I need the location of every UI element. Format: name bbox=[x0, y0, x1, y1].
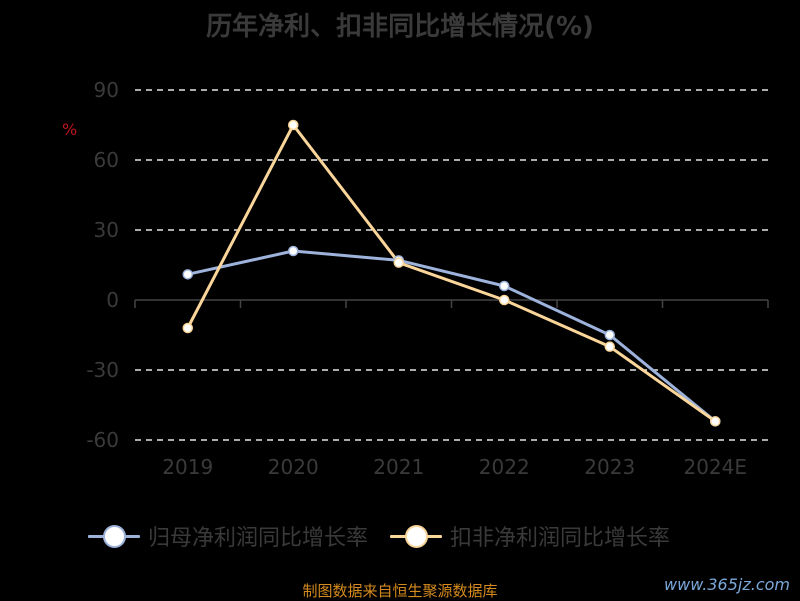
legend-label-series-1: 归母净利润同比增长率 bbox=[148, 526, 369, 551]
x-tick-label: 2024E bbox=[683, 455, 747, 479]
y-axis-label: % bbox=[62, 120, 78, 139]
data-source-note: 制图数据来自恒生聚源数据库 bbox=[302, 582, 498, 600]
data-point-series-2 bbox=[499, 294, 510, 306]
data-point-series-1 bbox=[499, 280, 510, 292]
data-point-series-1 bbox=[604, 329, 615, 341]
y-tick-label: 30 bbox=[94, 218, 119, 242]
x-tick-label: 2023 bbox=[584, 455, 635, 479]
series-line-2 bbox=[186, 123, 717, 423]
y-tick-label: -30 bbox=[86, 358, 119, 382]
chart-title: 历年净利、扣非同比增长情况(%) bbox=[206, 12, 594, 42]
y-tick-label: 60 bbox=[94, 148, 119, 172]
legend-label-series-2: 扣非净利润同比增长率 bbox=[450, 526, 671, 551]
series-line-1 bbox=[187, 249, 717, 423]
legend-symbol-series-1 bbox=[88, 521, 140, 551]
y-tick-label: 0 bbox=[106, 288, 119, 312]
x-tick-label: 2022 bbox=[479, 455, 530, 479]
legend-item-series-2[interactable]: 扣非净利润同比增长率 bbox=[390, 520, 670, 552]
data-point-series-2 bbox=[182, 322, 193, 334]
legend-symbol-series-2 bbox=[390, 521, 443, 551]
x-tick-label: 2019 bbox=[162, 455, 213, 479]
legend-item-series-1[interactable]: 归母净利润同比增长率 bbox=[88, 520, 368, 552]
x-tick-label: 2021 bbox=[373, 455, 424, 479]
data-point-series-1 bbox=[288, 245, 299, 257]
x-tick-label: 2020 bbox=[268, 455, 319, 479]
y-tick-label: -60 bbox=[86, 428, 119, 452]
y-tick-label: 90 bbox=[94, 78, 119, 102]
data-point-series-2 bbox=[604, 341, 615, 352]
watermark: www.365jz.com bbox=[664, 575, 790, 594]
data-point-series-2 bbox=[710, 416, 721, 427]
data-point-series-2 bbox=[393, 257, 404, 268]
legend: 归母净利润同比增长率 扣非净利润同比增长率 bbox=[88, 520, 670, 552]
data-point-series-2 bbox=[288, 119, 299, 131]
data-point-series-1 bbox=[182, 269, 193, 280]
